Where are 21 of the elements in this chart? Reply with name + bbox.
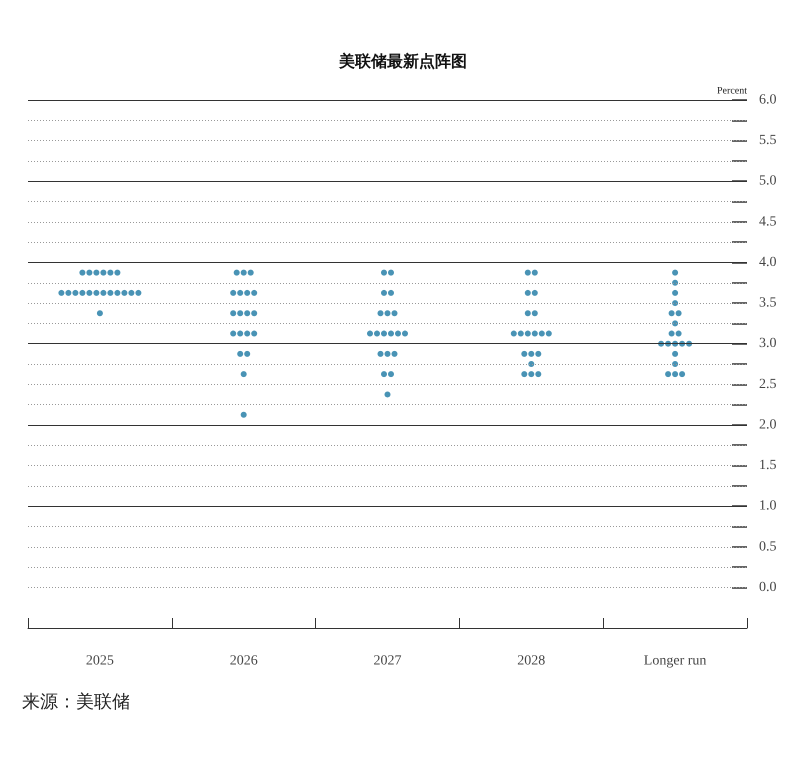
x-tick-label: Longer run <box>644 654 706 668</box>
y-tick-label: 5.5 <box>759 133 776 148</box>
y-tick-label: 5.0 <box>759 174 776 189</box>
y-tick-label: 0.0 <box>759 580 776 595</box>
y-tick-label: 2.0 <box>759 417 776 432</box>
x-tick-label: 2026 <box>230 654 258 668</box>
x-tick-label: 2027 <box>374 654 402 668</box>
y-tick-label: 3.5 <box>759 296 776 311</box>
y-tick-label: 4.5 <box>759 214 776 230</box>
y-tick-label: 6.0 <box>759 92 776 108</box>
y-tick-label: 0.5 <box>759 539 776 554</box>
y-tick-label: 3.0 <box>759 336 776 352</box>
y-tick-label: 2.5 <box>759 376 776 392</box>
source-note: 来源：美联储 <box>22 692 130 712</box>
y-axis-title: Percent <box>717 86 748 96</box>
y-tick-label: 4.0 <box>759 254 776 270</box>
y-tick-label: 1.5 <box>759 458 776 474</box>
y-tick-label: 1.0 <box>759 498 776 514</box>
x-tick-label: 2025 <box>86 654 114 668</box>
x-tick-label: 2028 <box>517 654 546 668</box>
chart-title: 美联储最新点阵图 <box>338 52 467 70</box>
